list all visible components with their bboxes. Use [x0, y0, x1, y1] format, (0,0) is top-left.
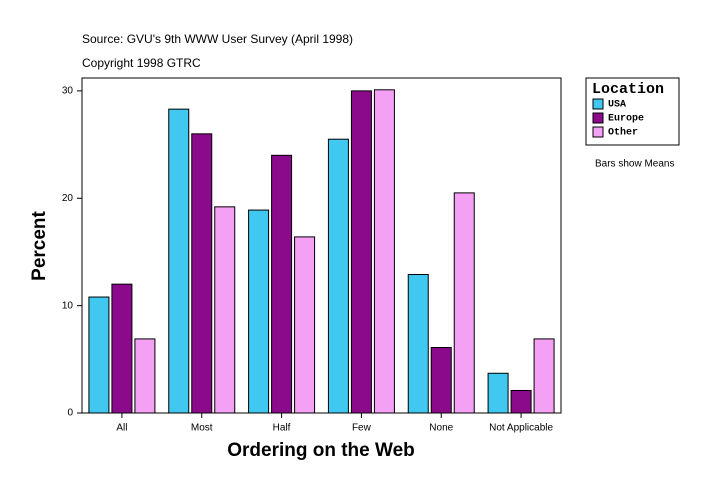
x-axis-title: Ordering on the Web: [227, 440, 415, 461]
legend-swatch: [592, 98, 604, 110]
y-tick-label: 20: [62, 193, 74, 204]
legend-label: USA: [608, 100, 626, 111]
bar: [111, 283, 133, 414]
x-tick-label: Most: [191, 423, 213, 434]
bar: [168, 108, 190, 414]
bar: [510, 389, 532, 414]
legend-swatch: [592, 112, 604, 124]
bar: [533, 338, 555, 414]
bar: [134, 338, 156, 414]
x-tick-label: All: [116, 423, 127, 434]
y-tick-label: 10: [62, 300, 74, 311]
x-tick-label: Not Applicable: [489, 423, 553, 434]
y-tick-label: 30: [62, 86, 74, 97]
note: Bars show Means: [595, 159, 674, 170]
bar: [191, 133, 213, 414]
bar: [327, 138, 349, 414]
bar: [88, 296, 110, 414]
bar: [453, 192, 475, 414]
bar: [407, 273, 429, 414]
bar: [350, 90, 372, 414]
legend-label: Europe: [608, 114, 644, 125]
bar: [294, 236, 316, 414]
chart-subtitle: Copyright 1998 GTRC: [82, 56, 201, 70]
x-tick-label: Few: [352, 423, 372, 434]
bar: [487, 372, 509, 414]
bar: [214, 206, 236, 414]
x-tick-label: Half: [273, 423, 291, 434]
y-tick-label: 0: [67, 408, 73, 419]
chart-title: Source: GVU's 9th WWW User Survey (April…: [82, 32, 353, 46]
bar: [430, 347, 452, 414]
y-axis-title: Percent: [29, 210, 50, 280]
bar: [271, 154, 293, 414]
x-tick-label: None: [429, 423, 453, 434]
bar: [373, 89, 395, 414]
plot-frame: [81, 77, 562, 414]
legend-label: Other: [608, 127, 638, 139]
legend-title: Location: [592, 81, 664, 98]
legend-swatch: [592, 126, 604, 138]
bar: [248, 209, 270, 414]
